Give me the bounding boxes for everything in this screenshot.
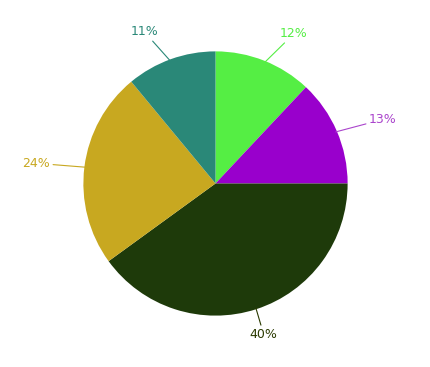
Text: 24%: 24% <box>22 157 86 170</box>
Text: 11%: 11% <box>130 25 170 61</box>
Wedge shape <box>108 184 347 316</box>
Wedge shape <box>215 51 305 184</box>
Wedge shape <box>83 82 215 261</box>
Text: 12%: 12% <box>264 27 307 62</box>
Wedge shape <box>215 87 347 184</box>
Text: 13%: 13% <box>335 113 396 132</box>
Wedge shape <box>131 51 215 184</box>
Text: 40%: 40% <box>249 308 277 341</box>
